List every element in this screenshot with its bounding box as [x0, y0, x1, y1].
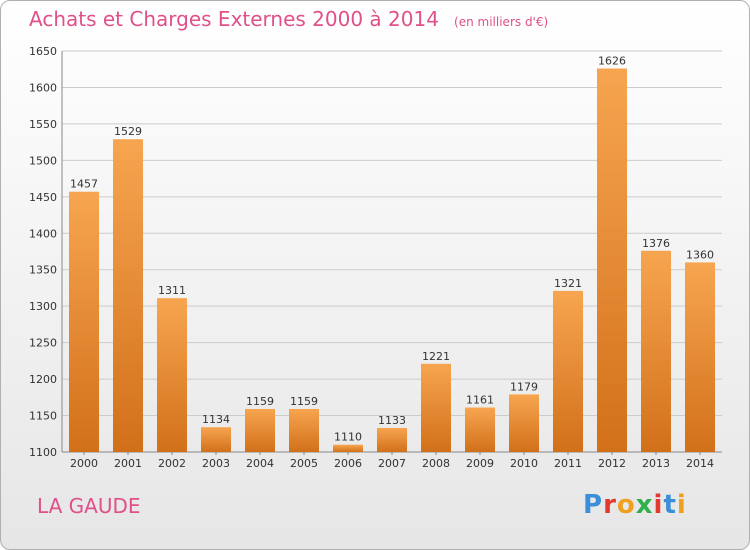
title-row: Achats et Charges Externes 2000 à 2014 (…	[29, 7, 548, 31]
x-tick-label: 2007	[378, 457, 406, 470]
bar-value-label: 1311	[158, 284, 186, 297]
bar-value-label: 1179	[510, 380, 538, 393]
y-tick-label: 1450	[29, 191, 57, 204]
bar-value-label: 1626	[598, 54, 626, 67]
bars	[69, 68, 715, 453]
bar-2007	[377, 427, 407, 452]
bar-2000	[69, 191, 99, 452]
bar-value-label: 1321	[554, 277, 582, 290]
x-tick-label: 2004	[246, 457, 274, 470]
bar-2005	[289, 408, 319, 452]
brand-letter: i	[676, 490, 687, 520]
bar-value-label: 1161	[466, 394, 494, 407]
chart-unit: (en milliers d'€)	[454, 15, 549, 29]
bar-value-label: 1133	[378, 414, 406, 427]
x-tick-label: 2011	[554, 457, 582, 470]
y-tick-label: 1300	[29, 300, 57, 313]
brand-letter: r	[603, 490, 617, 520]
x-tick-label: 2008	[422, 457, 450, 470]
bar-2011	[553, 290, 583, 452]
y-tick-label: 1150	[29, 410, 57, 423]
x-tick-label: 2012	[598, 457, 626, 470]
x-tick-label: 2002	[158, 457, 186, 470]
bar-value-label: 1159	[290, 395, 318, 408]
bar-2003	[201, 427, 231, 452]
bar-2006	[333, 444, 363, 452]
brand-letter: i	[653, 490, 664, 520]
bar-2008	[421, 363, 451, 452]
bar-2010	[509, 394, 539, 452]
y-tick-label: 1550	[29, 118, 57, 131]
bar-value-label: 1529	[114, 125, 142, 138]
brand-letter: t	[663, 490, 677, 520]
brand-letter: x	[635, 490, 654, 520]
location-label: LA GAUDE	[37, 494, 141, 518]
bar-value-label: 1110	[334, 431, 362, 444]
bar-2012	[597, 68, 627, 453]
bar-value-label: 1221	[422, 350, 450, 363]
brand-letter: o	[616, 490, 636, 520]
bar-value-label: 1134	[202, 413, 230, 426]
bar-2014	[685, 262, 715, 452]
x-tick-label: 2003	[202, 457, 230, 470]
y-tick-label: 1200	[29, 373, 57, 386]
brand-letter: P	[583, 490, 604, 520]
y-tick-label: 1650	[29, 45, 57, 58]
x-tick-label: 2013	[642, 457, 670, 470]
x-tick-label: 2006	[334, 457, 362, 470]
bar-2004	[245, 408, 275, 452]
bar-value-label: 1360	[686, 248, 714, 261]
bar-2009	[465, 407, 495, 452]
x-tick-label: 2010	[510, 457, 538, 470]
x-tick-label: 2001	[114, 457, 142, 470]
brand-logo: Proxiti	[583, 490, 687, 520]
y-tick-label: 1600	[29, 81, 57, 94]
bar-value-label: 1376	[642, 237, 670, 250]
y-tick-label: 1400	[29, 227, 57, 240]
labels: 1100 1150 1200 1250 1300 1350 1400 1450 1500 1550…	[29, 45, 714, 470]
bar-2013	[641, 250, 671, 452]
bar-value-label: 1159	[246, 395, 274, 408]
y-tick-label: 1350	[29, 264, 57, 277]
x-tick-label: 2009	[466, 457, 494, 470]
chart-title: Achats et Charges Externes 2000 à 2014	[29, 7, 439, 31]
bar-value-label: 1457	[70, 178, 98, 191]
bar-2001	[113, 139, 143, 452]
y-tick-label: 1500	[29, 154, 57, 167]
x-tick-label: 2005	[290, 457, 318, 470]
x-tick-label: 2000	[70, 457, 98, 470]
y-tick-label: 1100	[29, 446, 57, 459]
y-tick-label: 1250	[29, 337, 57, 350]
bar-2002	[157, 298, 187, 452]
x-tick-label: 2014	[686, 457, 714, 470]
